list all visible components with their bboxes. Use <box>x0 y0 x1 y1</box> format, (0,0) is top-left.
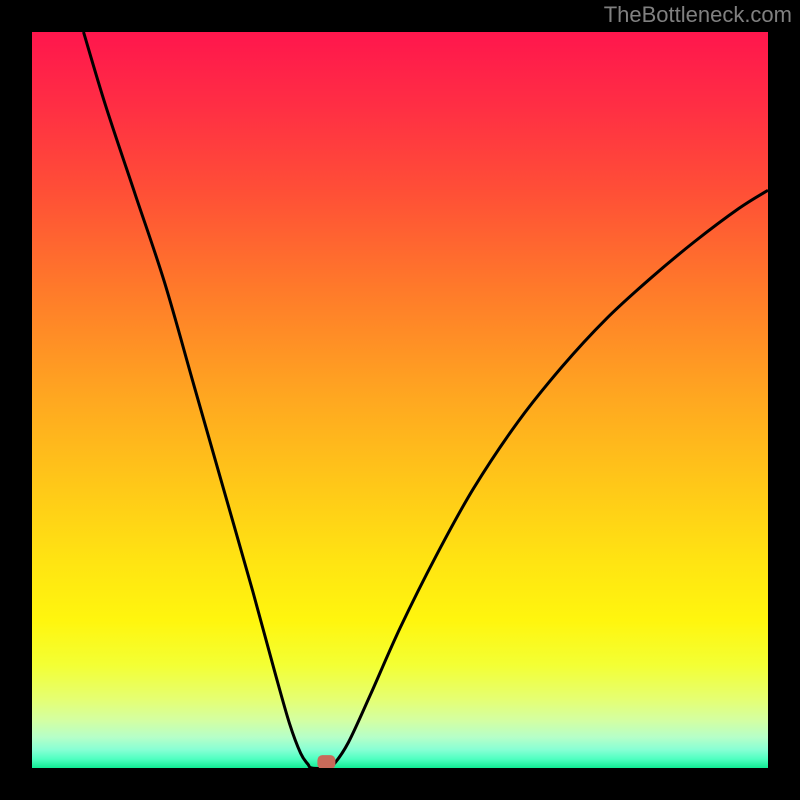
optimum-marker <box>317 755 335 769</box>
gradient-background <box>32 32 768 768</box>
chart-container: TheBottleneck.com <box>0 0 800 800</box>
watermark-text: TheBottleneck.com <box>604 2 792 28</box>
bottleneck-chart <box>0 0 800 800</box>
